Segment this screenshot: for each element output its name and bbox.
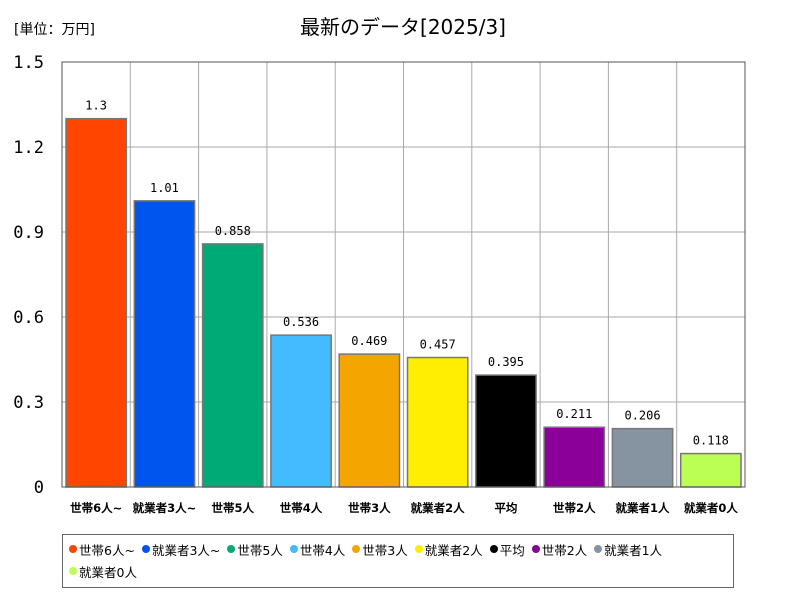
legend-marker-icon [141, 545, 150, 553]
y-axis-ticks: 0 0.3 0.6 0.9 1.2 1.5 [13, 53, 44, 498]
legend-label: 就業者3人~ [151, 542, 221, 558]
legend-label: 平均 [499, 542, 525, 558]
data-label: 0.536 [283, 315, 319, 329]
data-labels: 1.3 1.01 0.858 0.536 0.469 0.457 0.395 0.211 0.2… [85, 99, 729, 448]
x-tick-label: 世帯6人~ [70, 501, 122, 515]
plot-area-frame [61, 61, 746, 488]
legend-label: 就業者2人 [424, 542, 483, 558]
y-tick-label: 0.6 [13, 308, 44, 328]
x-tick-label: 就業者3人~ [133, 501, 197, 515]
x-tick-label: 就業者1人 [616, 501, 671, 515]
legend-marker-icon [69, 567, 77, 575]
legend-item: 世帯6人~ [69, 540, 135, 558]
y-tick-label: 1.5 [13, 53, 44, 73]
y-tick-label: 0.9 [13, 223, 44, 243]
legend-item: 就業者1人 [594, 540, 662, 558]
data-label: 0.395 [488, 355, 524, 369]
legend-item: 就業者0人 [69, 562, 137, 580]
data-label: 0.206 [624, 409, 660, 423]
bars [65, 117, 742, 488]
legend-label: 世帯4人 [299, 542, 346, 558]
data-label: 1.3 [85, 99, 107, 113]
bar-1 [65, 117, 128, 488]
chart-title: 最新のデータ[2025/3] [300, 15, 506, 39]
x-tick-label: 世帯2人 [553, 501, 596, 515]
legend: 世帯6人~ 就業者3人~ 世帯5人 世帯4人 世帯3人 就業者2人 平均 世帯2人 就業者1人就… [62, 534, 734, 588]
legend-label: 世帯2人 [541, 542, 588, 558]
bar-5 [338, 353, 401, 488]
legend-marker-icon [531, 545, 540, 553]
legend-item: 世帯2人 [531, 540, 588, 558]
legend-item: 就業者3人~ [141, 540, 221, 558]
bar-7 [475, 374, 537, 488]
legend-item: 世帯3人 [352, 540, 408, 558]
y-tick-label: 0.3 [13, 393, 44, 413]
legend-marker-icon [227, 545, 236, 553]
data-label: 0.118 [693, 434, 729, 448]
x-tick-label: 就業者0人 [684, 501, 739, 515]
data-label: 0.469 [351, 334, 387, 348]
bar-9 [611, 427, 674, 488]
legend-label: 就業者0人 [79, 564, 137, 580]
legend-marker-icon [594, 545, 603, 553]
data-label: 0.457 [420, 338, 456, 352]
legend-item: 世帯5人 [227, 540, 283, 558]
bar-8 [543, 426, 606, 488]
bar-6 [406, 356, 469, 488]
legend-marker-icon [289, 545, 298, 553]
x-tick-label: 世帯5人 [211, 501, 254, 515]
legend-label: 就業者1人 [604, 542, 663, 558]
legend-item: 平均 [489, 540, 525, 558]
x-tick-label: 世帯4人 [280, 501, 323, 515]
bar-10 [679, 452, 742, 488]
legend-label: 世帯5人 [237, 542, 283, 558]
x-tick-label: 平均 [494, 501, 517, 515]
data-label: 1.01 [150, 181, 179, 195]
legend-label: 世帯6人~ [79, 542, 135, 558]
x-tick-label: 世帯3人 [348, 501, 391, 515]
legend-item: 就業者2人 [414, 540, 483, 558]
legend-label: 世帯3人 [362, 542, 408, 558]
data-label: 0.858 [215, 224, 251, 238]
legend-marker-icon [69, 545, 77, 553]
unit-label: [単位：万円] [14, 22, 95, 38]
bar-2 [133, 200, 196, 488]
bar-4 [270, 334, 332, 488]
category-labels: 世帯6人~ 就業者3人~ 世帯5人 世帯4人 世帯3人 就業者2人 平均 世帯2人 就業者1人就… [70, 501, 738, 515]
x-tick-label: 就業者2人 [411, 501, 466, 515]
legend-marker-icon [414, 545, 423, 553]
legend-item: 世帯4人 [289, 540, 346, 558]
legend-marker-icon [352, 545, 361, 553]
legend-marker-icon [489, 545, 498, 553]
y-tick-label: 0 [34, 478, 44, 498]
data-label: 0.211 [556, 407, 592, 421]
y-tick-label: 1.2 [13, 138, 44, 158]
bar-3 [201, 243, 264, 488]
